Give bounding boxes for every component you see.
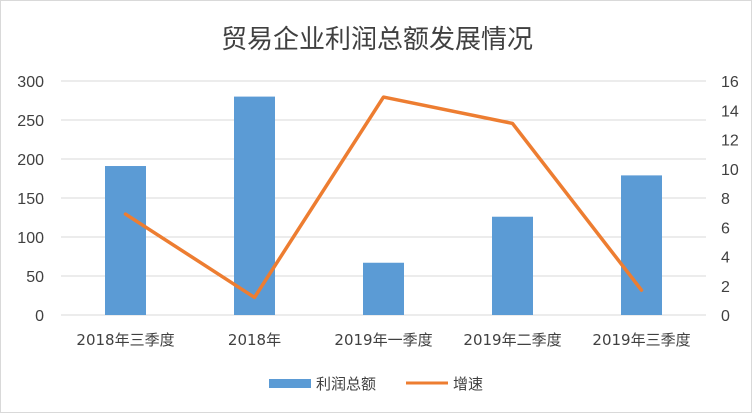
x-axis-categories: 2018年三季度 2018年 2019年一季度 2019年二季度 2019年三季度 [76, 331, 690, 349]
bar-profit [621, 175, 662, 315]
bar-profit [492, 217, 533, 315]
left-tick-label: 200 [17, 152, 44, 169]
right-tick-label: 12 [721, 133, 739, 150]
right-tick-label: 6 [721, 220, 730, 237]
chart-title: 贸易企业利润总额发展情况 [221, 25, 533, 55]
x-category-label: 2018年 [228, 331, 281, 349]
right-tick-label: 14 [721, 103, 739, 120]
x-category-label: 2019年二季度 [463, 331, 561, 349]
left-tick-label: 300 [17, 74, 44, 91]
right-axis-ticks: 0 2 4 6 8 10 12 14 16 [721, 74, 739, 325]
right-tick-label: 10 [721, 162, 739, 179]
right-tick-label: 0 [721, 308, 730, 325]
x-category-label: 2018年三季度 [76, 331, 174, 349]
left-tick-label: 100 [17, 230, 44, 247]
right-tick-label: 2 [721, 279, 730, 296]
left-tick-label: 250 [17, 113, 44, 130]
right-tick-label: 16 [721, 74, 739, 91]
x-category-label: 2019年一季度 [334, 331, 432, 349]
legend-label-profit: 利润总额 [316, 375, 376, 393]
bar-profit [363, 263, 404, 315]
bar-profit [234, 97, 275, 315]
legend-swatch-profit [269, 379, 311, 388]
left-tick-label: 150 [17, 191, 44, 208]
right-tick-label: 4 [721, 250, 730, 267]
legend: 利润总额 增速 [269, 375, 483, 393]
left-axis-ticks: 0 50 100 150 200 250 300 [17, 74, 44, 325]
legend-label-growth: 增速 [453, 375, 483, 393]
left-tick-label: 0 [35, 308, 44, 325]
left-tick-label: 50 [26, 269, 44, 286]
right-tick-label: 8 [721, 191, 730, 208]
bar-profit [105, 166, 146, 315]
x-category-label: 2019年三季度 [592, 331, 690, 349]
